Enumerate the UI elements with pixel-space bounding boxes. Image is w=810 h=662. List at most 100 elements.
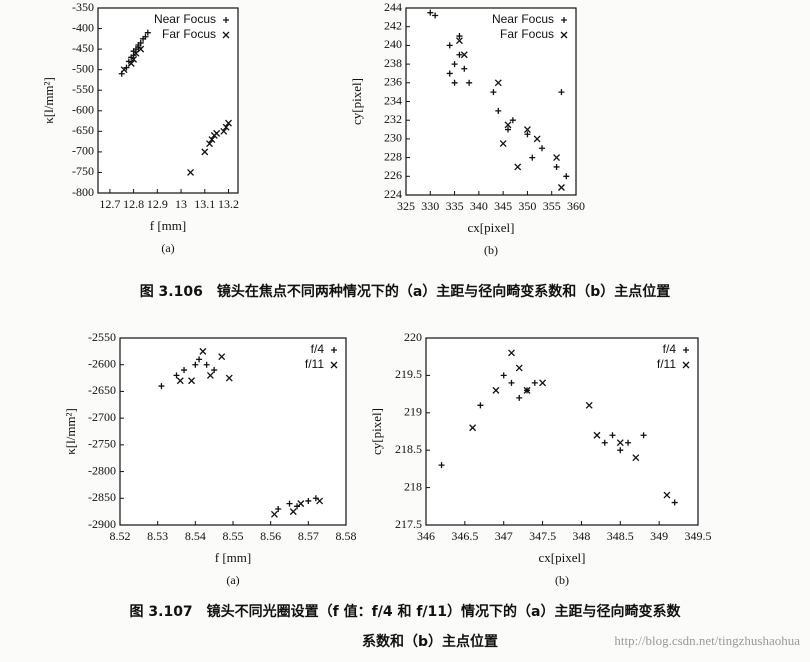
x-tick-label: 345: [494, 199, 512, 213]
x-tick-label: 348: [572, 529, 590, 543]
plot-frame: [425, 337, 699, 526]
data-point: [196, 356, 203, 363]
data-point: [199, 347, 207, 355]
data-point: [593, 431, 601, 439]
data-point: [220, 127, 228, 135]
y-tick-label: -2900: [88, 517, 116, 531]
legend-label: f/4: [311, 342, 325, 356]
data-point: [494, 79, 502, 87]
y-tick-label: -350: [72, 0, 94, 14]
data-point: [451, 79, 458, 86]
data-point: [316, 497, 324, 505]
data-point: [130, 55, 138, 63]
caption: 图 3.107 镜头不同光圈设置（f 值：f/4 和 f/11）情况下的（a）主…: [130, 603, 682, 620]
data-point: [499, 140, 507, 148]
data-point: [187, 168, 195, 176]
data-point: [213, 129, 221, 137]
legend-label: Far Focus: [500, 27, 554, 41]
data-point: [222, 123, 230, 131]
x-tick-label: 8.54: [185, 529, 206, 543]
data-point: [553, 154, 561, 162]
x-tick-label: 12.8: [123, 197, 144, 211]
data-point: [557, 184, 565, 191]
data-point: [558, 89, 565, 96]
x-tick-label: 347: [495, 529, 513, 543]
legend-marker: [223, 17, 229, 23]
x-tick-label: 330: [421, 199, 439, 213]
y-tick-label: -700: [72, 144, 94, 158]
x-axis-label: cx[pixel]: [539, 550, 586, 565]
data-point: [438, 462, 445, 469]
data-point: [456, 51, 463, 58]
y-tick-label: 217.5: [395, 517, 422, 531]
y-axis-label: cy[pixel]: [349, 78, 364, 125]
data-point: [533, 135, 541, 143]
data-point: [529, 154, 536, 161]
legend-marker: [682, 361, 690, 369]
y-tick-label: -650: [72, 123, 94, 137]
data-point: [524, 131, 531, 138]
data-point: [208, 136, 216, 144]
legend-marker: [222, 31, 230, 39]
y-tick-label: 218: [404, 479, 422, 493]
x-tick-label: 13: [175, 197, 187, 211]
x-tick-label: 348.5: [607, 529, 634, 543]
data-point: [270, 510, 278, 518]
legend-label: Far Focus: [162, 27, 216, 41]
x-tick-label: 347.5: [529, 529, 556, 543]
x-axis-label: cx[pixel]: [468, 220, 515, 235]
y-tick-label: -2650: [88, 383, 116, 397]
caption: 图 3.106 镜头在焦点不同两种情况下的（a）主距与径向畸变系数和（b）主点位…: [140, 283, 671, 300]
watermark: http://blog.csdn.net/tingzhushaohua: [614, 633, 800, 648]
y-tick-label: 242: [384, 18, 402, 32]
panel-label: (a): [226, 573, 239, 587]
data-point: [460, 51, 468, 59]
data-point: [451, 61, 458, 68]
legend-marker: [561, 17, 567, 23]
data-point: [461, 65, 468, 72]
y-tick-label: 238: [384, 56, 402, 70]
x-tick-label: 350: [518, 199, 536, 213]
x-tick-label: 325: [397, 199, 415, 213]
data-point: [286, 500, 293, 507]
data-point: [120, 66, 128, 74]
data-point: [585, 401, 593, 409]
y-tick-label: 230: [384, 131, 402, 145]
legend-marker: [683, 347, 689, 353]
data-point: [640, 432, 647, 439]
data-point: [601, 439, 608, 446]
legend-marker: [331, 347, 337, 353]
data-point: [206, 140, 213, 148]
data-point: [505, 126, 511, 133]
y-axis-label: κ[l/mm²]: [63, 408, 78, 455]
data-point: [492, 386, 500, 394]
data-point: [173, 372, 180, 379]
data-point: [142, 33, 149, 40]
data-point: [446, 70, 453, 77]
data-point: [158, 383, 165, 390]
x-axis-label: f [mm]: [215, 550, 251, 565]
y-tick-label: -750: [72, 164, 94, 178]
y-tick-label: -2800: [88, 463, 116, 477]
x-tick-label: 8.56: [260, 529, 281, 543]
data-point: [500, 372, 507, 379]
data-point: [211, 367, 218, 374]
x-tick-label: 360: [567, 199, 585, 213]
data-point: [297, 500, 305, 508]
data-point: [508, 379, 515, 386]
data-point: [206, 371, 214, 379]
data-point: [127, 60, 135, 67]
data-point: [477, 402, 484, 409]
x-tick-label: 13.2: [218, 197, 239, 211]
x-tick-label: 13.1: [194, 197, 215, 211]
data-point: [289, 508, 297, 516]
y-tick-label: 219: [404, 405, 422, 419]
plot-frame: [119, 337, 347, 526]
y-tick-label: -2600: [88, 356, 116, 370]
data-point: [663, 491, 671, 499]
data-point: [539, 379, 547, 387]
y-axis-label: κ[l/mm²]: [41, 77, 56, 124]
data-point: [466, 79, 473, 86]
data-point: [504, 121, 512, 129]
data-point: [225, 119, 232, 127]
